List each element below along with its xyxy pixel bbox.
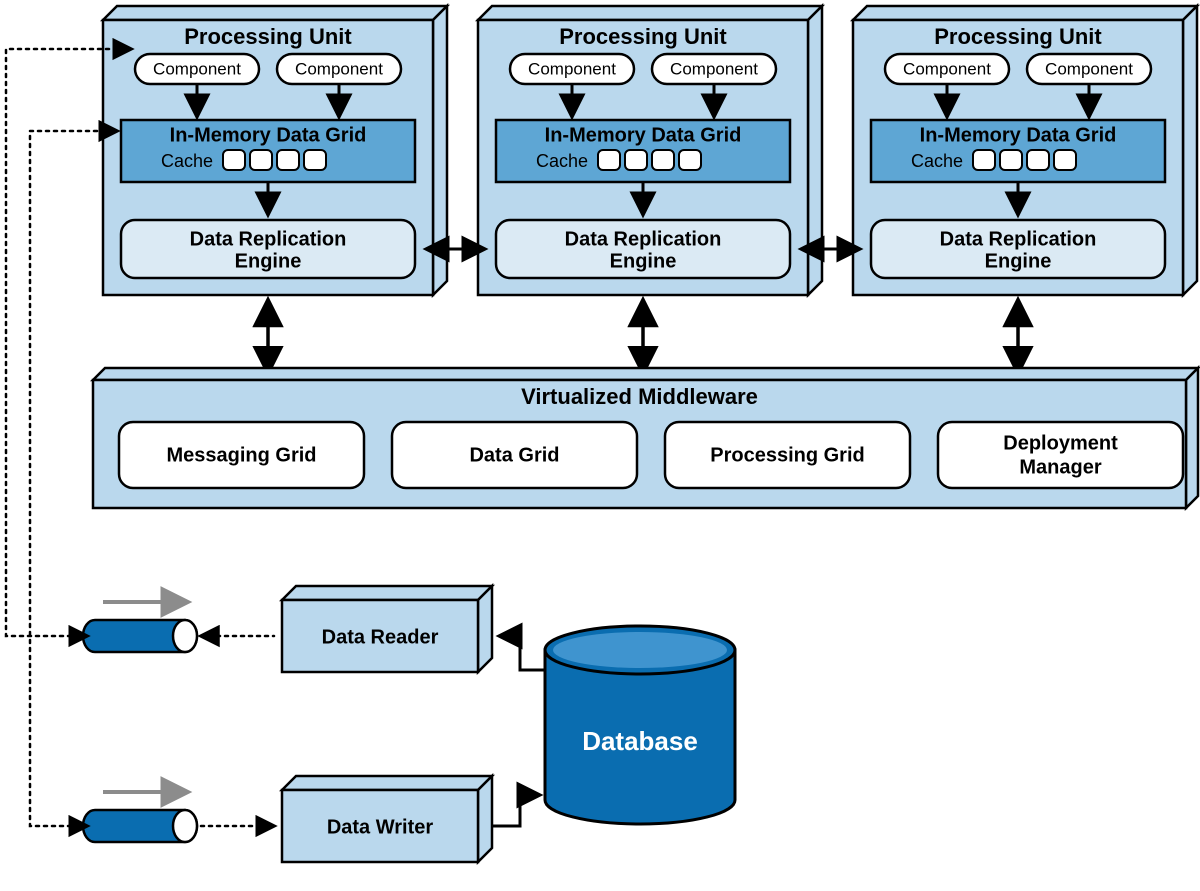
svg-text:Component: Component bbox=[153, 59, 241, 78]
svg-text:Data Writer: Data Writer bbox=[327, 816, 434, 838]
svg-text:Data Replication: Data Replication bbox=[190, 228, 347, 250]
cache-cell bbox=[625, 150, 647, 170]
svg-text:Engine: Engine bbox=[610, 250, 677, 272]
svg-text:In-Memory Data Grid: In-Memory Data Grid bbox=[920, 124, 1117, 146]
svg-text:Virtualized Middleware: Virtualized Middleware bbox=[521, 384, 758, 409]
cache-cell bbox=[1054, 150, 1076, 170]
svg-text:Cache: Cache bbox=[536, 151, 588, 171]
processing-unit: Processing Unit Component Component In-Memo… bbox=[853, 6, 1197, 295]
architecture-diagram: Processing Unit Component Component In-Memo… bbox=[0, 0, 1200, 891]
processing-unit: Processing Unit Component Component In-Memo… bbox=[103, 6, 447, 295]
processing-unit-title: Processing Unit bbox=[934, 24, 1102, 49]
svg-text:Data Replication: Data Replication bbox=[940, 228, 1097, 250]
processing-unit-title: Processing Unit bbox=[559, 24, 727, 49]
svg-text:Data Replication: Data Replication bbox=[565, 228, 722, 250]
cache-cell bbox=[973, 150, 995, 170]
processing-unit: Processing Unit Component Component In-Memo… bbox=[478, 6, 822, 295]
svg-text:Cache: Cache bbox=[911, 151, 963, 171]
svg-text:Component: Component bbox=[528, 59, 616, 78]
cache-cell bbox=[1027, 150, 1049, 170]
svg-text:Component: Component bbox=[903, 59, 991, 78]
svg-text:Engine: Engine bbox=[235, 250, 302, 272]
svg-text:Messaging Grid: Messaging Grid bbox=[166, 444, 316, 466]
svg-text:Deployment: Deployment bbox=[1003, 432, 1118, 454]
cache-cell bbox=[277, 150, 299, 170]
virtualized-middleware: Virtualized Middleware Messaging Grid Data… bbox=[93, 368, 1198, 508]
cache-cell bbox=[1000, 150, 1022, 170]
database-icon: Database bbox=[545, 626, 735, 824]
cache-cell bbox=[223, 150, 245, 170]
svg-text:Engine: Engine bbox=[985, 250, 1052, 272]
svg-text:Component: Component bbox=[295, 59, 383, 78]
data-reader: Data Reader bbox=[282, 586, 492, 672]
data-writer: Data Writer bbox=[282, 776, 492, 862]
pipe-icon bbox=[83, 602, 197, 652]
svg-text:Manager: Manager bbox=[1019, 456, 1101, 478]
svg-text:Processing Grid: Processing Grid bbox=[710, 444, 865, 466]
cache-cell bbox=[250, 150, 272, 170]
cache-cell bbox=[304, 150, 326, 170]
svg-text:In-Memory Data Grid: In-Memory Data Grid bbox=[170, 124, 367, 146]
svg-text:Component: Component bbox=[670, 59, 758, 78]
cache-cell bbox=[679, 150, 701, 170]
svg-text:In-Memory Data Grid: In-Memory Data Grid bbox=[545, 124, 742, 146]
svg-text:Component: Component bbox=[1045, 59, 1133, 78]
cache-cell bbox=[652, 150, 674, 170]
processing-unit-title: Processing Unit bbox=[184, 24, 352, 49]
svg-text:Data Grid: Data Grid bbox=[469, 444, 559, 466]
pipe-icon bbox=[83, 792, 197, 842]
svg-text:Database: Database bbox=[582, 726, 698, 756]
svg-text:Data Reader: Data Reader bbox=[322, 626, 439, 648]
cache-cell bbox=[598, 150, 620, 170]
svg-text:Cache: Cache bbox=[161, 151, 213, 171]
